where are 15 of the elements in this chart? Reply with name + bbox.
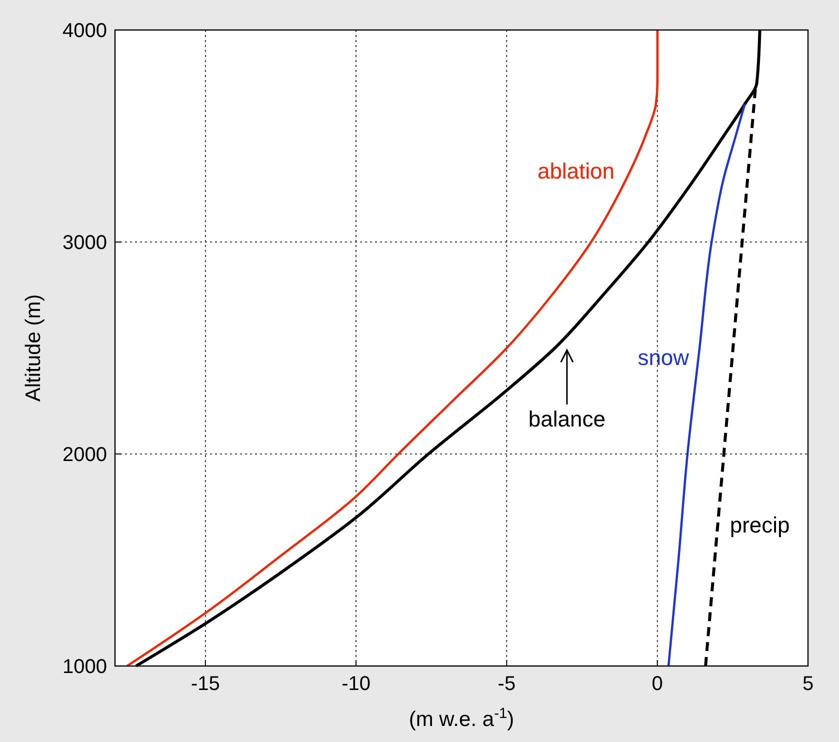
y-tick-label: 2000 [62,444,107,466]
x-tick-label: -10 [342,673,370,695]
x-tick-label: -5 [498,673,516,695]
series-label: ablation [537,158,615,184]
y-axis-title: Altitude (m) [22,294,45,402]
series-label: precip [730,512,790,538]
series-label: balance [528,406,606,432]
x-axis-title: (m w.e. a$^{-1}$) [408,706,514,731]
x-tick-label: 5 [802,673,814,695]
y-tick-label: 1000 [62,656,107,678]
x-tick-label: 0 [652,673,663,695]
x-tick-label: -15 [190,673,220,695]
series-label: snow [638,344,690,370]
y-tick-label: 4000 [62,20,107,42]
y-tick-label: 3000 [62,232,107,254]
